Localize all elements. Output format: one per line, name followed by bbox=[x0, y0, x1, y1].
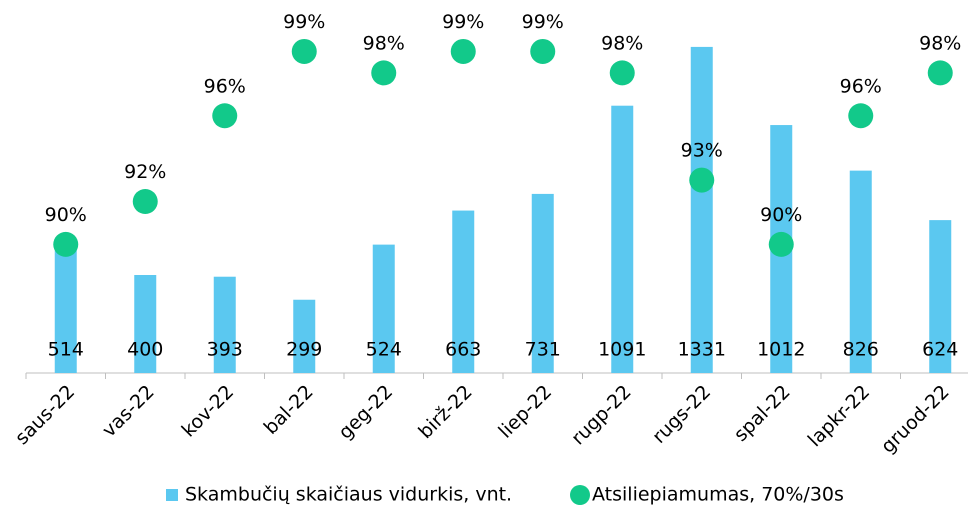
dot-value-label: 93% bbox=[681, 140, 723, 162]
dot-value-label: 96% bbox=[204, 75, 246, 97]
dot bbox=[53, 231, 79, 257]
dot bbox=[450, 38, 476, 64]
dot bbox=[530, 38, 556, 64]
dot bbox=[291, 38, 317, 64]
legend-swatch bbox=[570, 485, 590, 505]
x-tick-label: birž-22 bbox=[414, 381, 476, 443]
dot bbox=[371, 60, 397, 86]
dot-value-label: 90% bbox=[45, 204, 87, 226]
dot-value-label: 99% bbox=[522, 11, 564, 33]
bar bbox=[690, 46, 713, 373]
x-tick-label: kov-22 bbox=[178, 381, 239, 442]
dot-value-label: 90% bbox=[760, 204, 802, 226]
bar bbox=[372, 244, 395, 373]
dot bbox=[689, 167, 715, 193]
bar-value-label: 624 bbox=[922, 339, 958, 361]
bar bbox=[611, 105, 634, 373]
bar-value-label: 393 bbox=[207, 339, 243, 361]
bar-value-label: 299 bbox=[286, 339, 322, 361]
legend-label: Skambučių skaičiaus vidurkis, vnt. bbox=[185, 484, 512, 506]
x-tick-label: vas-22 bbox=[98, 381, 159, 442]
x-tick-label: spal-22 bbox=[730, 381, 795, 446]
bar bbox=[849, 170, 872, 373]
bar-value-label: 400 bbox=[127, 339, 163, 361]
x-tick-label: liep-22 bbox=[494, 381, 556, 443]
bar-value-label: 663 bbox=[445, 339, 481, 361]
legend-swatch bbox=[166, 489, 178, 501]
bar-value-label: 524 bbox=[366, 339, 402, 361]
dot-value-label: 99% bbox=[442, 11, 484, 33]
x-tick-label: geg-22 bbox=[334, 381, 397, 444]
bar bbox=[213, 276, 236, 373]
dot-value-label: 98% bbox=[601, 32, 643, 54]
dot-value-label: 98% bbox=[919, 32, 961, 54]
x-tick-label: lapkr-22 bbox=[804, 381, 874, 451]
dot bbox=[927, 60, 953, 86]
dot-value-label: 92% bbox=[124, 161, 166, 183]
x-tick-label: rugp-22 bbox=[567, 381, 636, 450]
bar bbox=[531, 193, 554, 373]
dot bbox=[212, 103, 238, 129]
bar bbox=[929, 220, 952, 373]
dot-value-label: 98% bbox=[363, 32, 405, 54]
x-tick-label: rugs-22 bbox=[648, 381, 715, 448]
x-tick-label: saus-22 bbox=[11, 381, 79, 449]
dot bbox=[848, 103, 874, 129]
bar-value-label: 1331 bbox=[678, 339, 726, 361]
dot-value-label: 99% bbox=[283, 11, 325, 33]
bar-value-label: 1012 bbox=[757, 339, 805, 361]
bar bbox=[134, 275, 157, 373]
x-tick-label: gruod-22 bbox=[877, 381, 954, 458]
dot bbox=[768, 231, 794, 257]
bar bbox=[54, 247, 77, 373]
legend-label: Atsiliepiamumas, 70%/30s bbox=[592, 484, 844, 506]
bar-value-label: 826 bbox=[843, 339, 879, 361]
x-tick-label: bal-22 bbox=[260, 381, 318, 439]
dot bbox=[609, 60, 635, 86]
bar bbox=[293, 299, 316, 373]
dot-value-label: 96% bbox=[840, 75, 882, 97]
bar-value-label: 1091 bbox=[598, 339, 646, 361]
bar bbox=[452, 210, 475, 373]
bar-value-label: 514 bbox=[48, 339, 84, 361]
dot bbox=[132, 189, 158, 214]
bar-value-label: 731 bbox=[525, 339, 561, 361]
